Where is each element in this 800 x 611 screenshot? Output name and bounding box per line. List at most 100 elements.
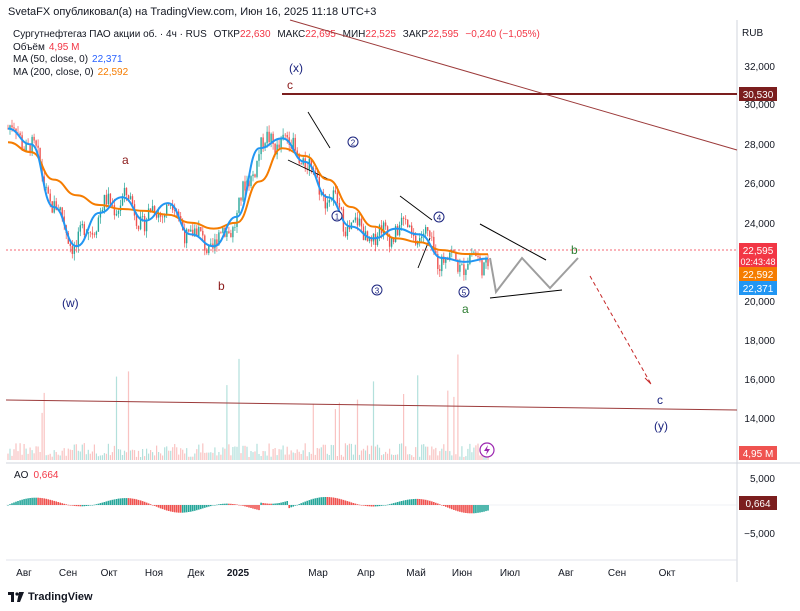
- ao-bar: [85, 505, 88, 506]
- volume-bar: [471, 452, 473, 460]
- candle-body: [270, 133, 272, 142]
- ao-axis[interactable]: 5,000 −5,000: [744, 474, 775, 540]
- ao-bar: [364, 505, 367, 506]
- support-trendline[interactable]: [5, 399, 738, 411]
- volume-bar: [314, 454, 316, 460]
- candle-body: [415, 235, 417, 245]
- ao-bar: [372, 505, 375, 507]
- volume-bar: [427, 446, 429, 460]
- ma200-row[interactable]: MA (200, close, 0) 22,592: [13, 67, 544, 80]
- ao-bar: [376, 505, 379, 507]
- ao-bar: [272, 503, 274, 505]
- volume-bar: [445, 450, 447, 460]
- candle-body: [274, 143, 276, 155]
- projected-decline-path[interactable]: [589, 275, 652, 385]
- time-label: Сен: [59, 568, 77, 579]
- candle-body: [390, 237, 393, 247]
- candle-body: [296, 150, 298, 155]
- descending-trendline[interactable]: [289, 19, 738, 151]
- volume-bar: [451, 455, 453, 460]
- symbol-name[interactable]: Сургутнефтегаз ПАО акции об. · 4ч · RUS: [13, 29, 207, 40]
- volume-bar: [113, 445, 115, 460]
- volume-bar: [302, 450, 304, 460]
- lightning-icon[interactable]: [479, 442, 495, 458]
- ao-bar: [326, 497, 329, 505]
- ao-bar: [77, 505, 80, 507]
- candle-body: [168, 204, 170, 206]
- volume-bar: [409, 454, 411, 460]
- volume-bar: [360, 450, 363, 460]
- candle-body: [252, 174, 254, 177]
- volume-bar: [9, 448, 11, 460]
- ao-bar: [453, 505, 455, 510]
- ao-bar: [471, 505, 473, 514]
- candle-body: [346, 226, 349, 237]
- candle-body: [69, 243, 71, 247]
- candle-body: [59, 207, 61, 211]
- wave-number-4: 4: [437, 214, 442, 223]
- volume-bar: [387, 453, 389, 460]
- ma50-line[interactable]: [7, 127, 489, 263]
- volume-bar: [148, 453, 150, 460]
- volume-bar: [370, 445, 373, 460]
- volume-bar: [45, 455, 47, 460]
- candle-body: [419, 238, 421, 242]
- volume-bar: [220, 454, 222, 460]
- ao-bar: [378, 505, 381, 507]
- ao-bar: [352, 503, 355, 505]
- time-axis[interactable]: Авг Сен Окт Ноя Дек 2025 Мар Апр Май Июн…: [16, 568, 676, 579]
- ao-bar: [153, 505, 156, 506]
- volume-bar: [53, 450, 55, 460]
- volume-bar: [312, 403, 314, 460]
- candle-body: [115, 213, 118, 216]
- volume-bar: [469, 443, 471, 460]
- candle-body: [184, 230, 186, 244]
- volume-bar: [146, 448, 148, 460]
- ao-bar: [418, 499, 421, 505]
- candle-body: [178, 211, 180, 217]
- tradingview-footer[interactable]: TradingView: [8, 591, 93, 603]
- triangle-upper-line[interactable]: [479, 223, 547, 261]
- volume-bar: [69, 449, 71, 460]
- volume-row[interactable]: Объём 4,95 M: [13, 42, 544, 55]
- volume-bar: [437, 455, 439, 460]
- candle-body: [400, 217, 403, 226]
- volume-bar: [41, 412, 43, 460]
- projected-path[interactable]: [489, 256, 579, 295]
- volume-bar: [240, 453, 242, 460]
- wave-label-c2: c: [657, 393, 663, 407]
- volume-bar: [332, 445, 334, 460]
- candle-body: [101, 209, 104, 212]
- ma200-line[interactable]: [7, 141, 489, 256]
- volume-bar: [300, 454, 302, 460]
- ao-bar: [356, 504, 359, 505]
- channel-line-1[interactable]: [307, 111, 331, 149]
- volume-bar: [463, 457, 465, 460]
- ao-legend[interactable]: AO 0,664: [14, 470, 58, 481]
- ao-bar: [441, 505, 443, 506]
- volume-bar: [286, 446, 288, 460]
- candle-body: [407, 219, 409, 227]
- ao-bar: [11, 503, 13, 505]
- candle-body: [405, 218, 407, 220]
- ao-bar: [296, 504, 298, 506]
- volume-bar: [324, 444, 326, 460]
- candle-body: [15, 128, 17, 133]
- ao-bar: [481, 505, 483, 513]
- volume-label: Объём: [13, 41, 45, 53]
- candle-body: [61, 207, 63, 217]
- channel-line-4[interactable]: [417, 237, 431, 269]
- candle-body: [330, 199, 332, 200]
- volume-bar: [170, 450, 172, 460]
- volume-bar: [270, 456, 272, 460]
- candle-body: [139, 216, 142, 230]
- ao-bar: [382, 505, 385, 506]
- ao-bar: [390, 503, 393, 505]
- candle-body: [13, 127, 15, 129]
- ma50-row[interactable]: MA (50, close, 0) 22,371: [13, 54, 544, 67]
- triangle-lower-line[interactable]: [489, 289, 563, 299]
- volume-bar: [459, 456, 461, 460]
- price-axis[interactable]: 32,000 30,000 28,000 26,000 24,000 20,00…: [744, 62, 775, 425]
- channel-line-3[interactable]: [399, 195, 433, 221]
